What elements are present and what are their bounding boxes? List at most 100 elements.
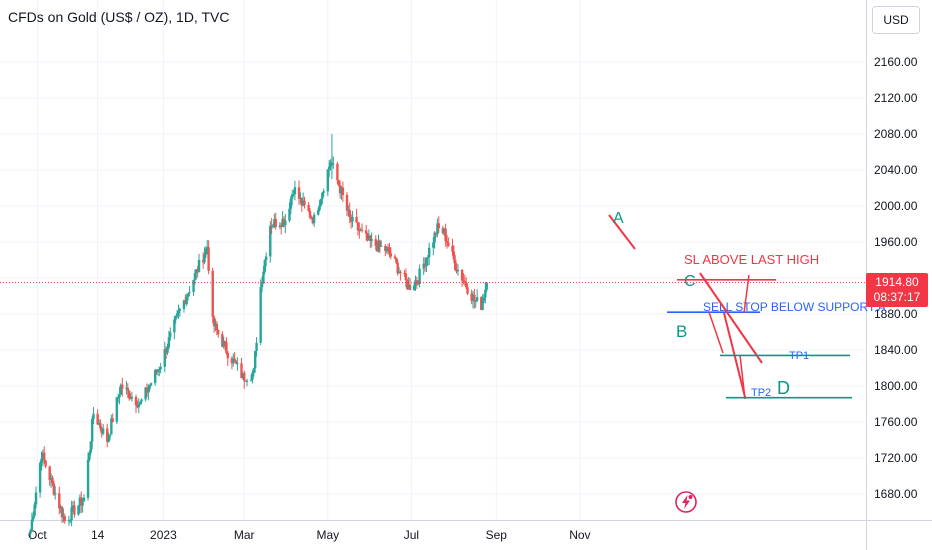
candle-body [230, 358, 234, 364]
y-tick-label: 1760.00 [874, 415, 918, 429]
candle-body [355, 216, 358, 223]
projection-line-2 [708, 311, 724, 354]
candle-body [41, 452, 45, 459]
candle-body [308, 210, 312, 218]
candle-body [182, 300, 186, 310]
candle-body [127, 390, 131, 399]
candle-body [48, 466, 51, 481]
candle-body [106, 428, 109, 442]
candle-body [137, 403, 140, 408]
candle-body [134, 396, 138, 406]
candle-body [337, 180, 340, 186]
candle-body [481, 300, 484, 310]
candle-body [212, 316, 216, 327]
candle-body [280, 225, 283, 228]
y-tick-label: 2080.00 [874, 127, 918, 141]
candle-body [380, 245, 383, 247]
candle-body [121, 384, 124, 389]
trendline-a [608, 214, 636, 250]
y-tick-label: 2160.00 [874, 55, 918, 69]
candle-body [470, 293, 473, 301]
candle-body [282, 218, 286, 226]
candle-body [110, 418, 113, 435]
candle-body [158, 369, 161, 371]
candle-body [262, 271, 265, 284]
candle-body [184, 300, 187, 304]
candle-body [418, 268, 421, 285]
candle-body [464, 282, 468, 288]
candle-body [437, 223, 440, 229]
candle-body [40, 458, 43, 463]
candle-body [241, 372, 245, 379]
candle-body [111, 418, 114, 422]
candle-body [249, 379, 253, 381]
candle-body [82, 497, 86, 502]
tp2-label: TP2 [751, 387, 771, 399]
candle-body [415, 280, 419, 282]
candle-body [43, 452, 46, 461]
candle-body [471, 294, 475, 301]
candle-body [254, 351, 257, 369]
candle-body [432, 242, 435, 248]
candle-body [99, 423, 102, 429]
candle-body [312, 214, 316, 224]
candle-body [263, 260, 266, 272]
candle-body [414, 280, 417, 286]
candle-body [215, 323, 219, 330]
candle-body [474, 300, 477, 302]
candle-body [173, 319, 176, 333]
candle-body [388, 247, 391, 254]
y-tick-label: 1840.00 [874, 343, 918, 357]
candle-body [73, 505, 76, 515]
candle-body [125, 387, 128, 389]
currency-button[interactable]: USD [872, 6, 920, 34]
candle-body [348, 209, 351, 218]
candle-body [32, 515, 35, 520]
candle-body [207, 247, 210, 271]
sell-stop-label: SELL STOP BELOW SUPPORT A [703, 300, 886, 314]
wave-label-a: A [613, 210, 624, 227]
candle-body [59, 506, 62, 509]
candle-body [301, 200, 305, 206]
candle-body [130, 396, 134, 399]
candle-body [299, 197, 302, 199]
candle-body [317, 210, 320, 215]
candle-body [71, 505, 75, 508]
y-tick-label: 1680.00 [874, 487, 918, 501]
candle-body [289, 198, 293, 209]
candle-body [484, 289, 487, 298]
candle-body [153, 370, 157, 384]
candle-body [175, 313, 179, 317]
projection-line-3 [743, 274, 750, 314]
candle-body [33, 504, 36, 516]
candle-body [466, 287, 469, 294]
candle-body [369, 235, 372, 241]
candle-body [129, 398, 132, 400]
candle-body [193, 273, 197, 280]
candle-body [425, 258, 428, 267]
candle-body [226, 352, 229, 359]
candle-body [360, 229, 364, 231]
candle-body [51, 477, 54, 484]
candle-body [159, 366, 162, 370]
candle-body [195, 269, 198, 274]
candle-body [166, 347, 169, 353]
candle-body [145, 387, 149, 393]
candle-body [270, 225, 273, 227]
candle-body [155, 370, 158, 373]
candle-body [174, 316, 177, 320]
candle-body [386, 247, 390, 249]
candle-body [203, 254, 206, 263]
candle-body [399, 271, 402, 274]
lightning-icon[interactable] [675, 491, 697, 513]
candle-body [455, 269, 458, 272]
candle-body [310, 217, 313, 219]
y-tick-label: 2120.00 [874, 91, 918, 105]
candle-body [397, 271, 401, 274]
x-tick-label: Oct [28, 528, 47, 542]
candle-body [404, 273, 408, 281]
candle-body [232, 358, 235, 364]
candle-body [78, 497, 82, 506]
x-tick-label: Jul [404, 528, 419, 542]
